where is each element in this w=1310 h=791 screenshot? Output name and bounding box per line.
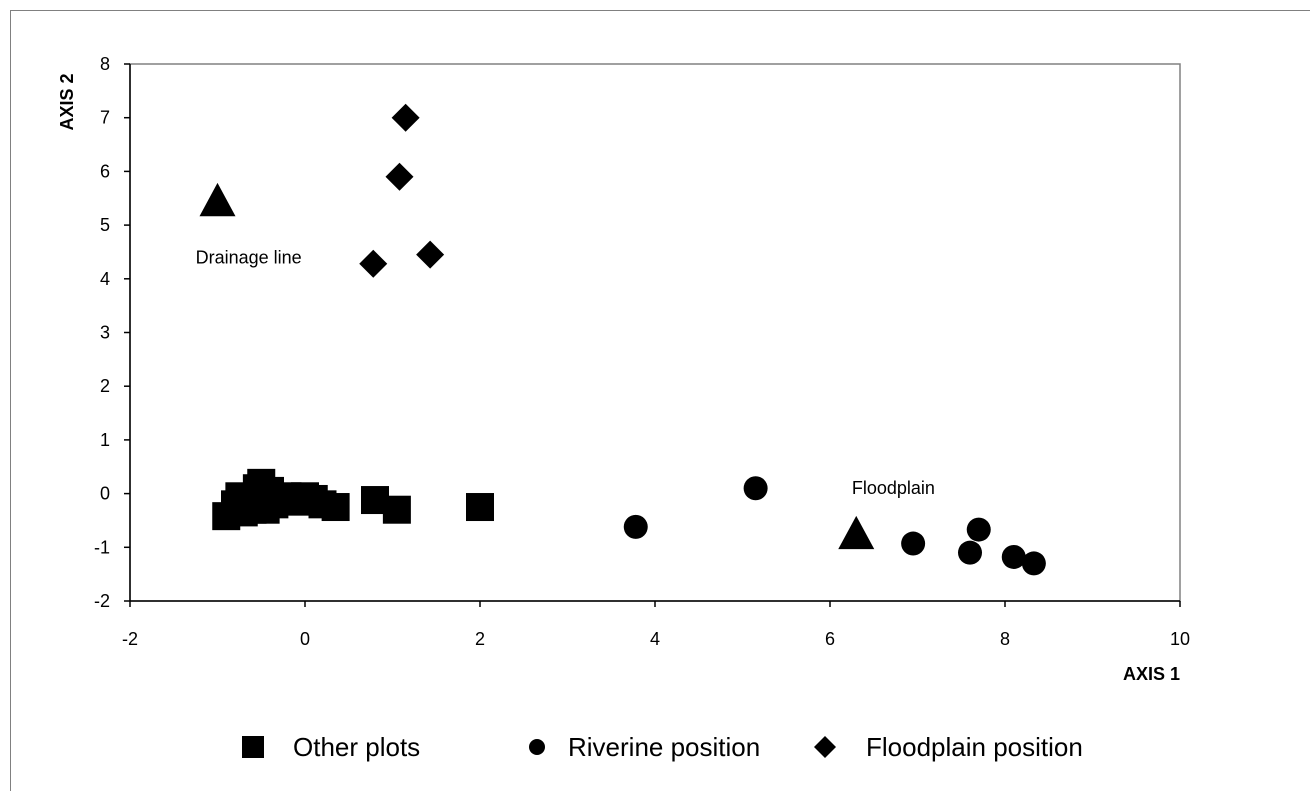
y-tick-label: 5 (100, 215, 110, 235)
x-tick-label: 4 (650, 629, 660, 649)
legend-label: Riverine position (568, 732, 760, 762)
legend-circle-marker (529, 739, 545, 755)
y-axis-title: AXIS 2 (57, 73, 77, 130)
y-tick-label: 2 (100, 376, 110, 396)
x-tick-label: 2 (475, 629, 485, 649)
annotation-label: Floodplain (852, 478, 935, 498)
circle-data-point (1021, 551, 1046, 576)
x-tick-label: 8 (1000, 629, 1010, 649)
square-data-point (466, 493, 494, 522)
legend-item: Riverine position (529, 732, 760, 762)
plot-border (129, 63, 1181, 602)
y-tick-label: -2 (94, 591, 110, 611)
square-data-point (382, 495, 411, 524)
x-axis-title: AXIS 1 (1123, 664, 1180, 684)
circle-data-point (958, 540, 982, 565)
diamond-data-point (416, 240, 445, 269)
x-tick-label: 10 (1170, 629, 1190, 649)
chart-annotations: Drainage line Floodplain (196, 247, 935, 498)
x-tick-label: 6 (825, 629, 835, 649)
legend-item: Floodplain position (814, 732, 1083, 762)
y-tick-label: 0 (100, 484, 110, 504)
y-tick-label: 6 (100, 161, 110, 181)
data-markers (199, 103, 1046, 576)
circle-data-point (966, 517, 991, 542)
y-tick-label: 1 (100, 430, 110, 450)
triangle-data-point (199, 182, 236, 217)
triangle-data-point (838, 515, 875, 550)
y-axis-ticks: -2 -1 0 1 2 3 4 5 6 7 8 (94, 54, 130, 611)
x-tick-label: -2 (122, 629, 138, 649)
legend: Other plots Riverine position Floodplain p… (242, 732, 1083, 762)
y-tick-label: 7 (100, 108, 110, 128)
legend-label: Floodplain position (866, 732, 1083, 762)
diamond-data-point (385, 162, 414, 191)
circle-data-point (1001, 544, 1026, 569)
y-tick-label: -1 (94, 537, 110, 557)
circle-data-point (901, 531, 926, 556)
x-tick-label: 0 (300, 629, 310, 649)
circle-data-point (743, 476, 768, 501)
legend-square-marker (242, 736, 264, 758)
y-tick-label: 8 (100, 54, 110, 74)
legend-label: Other plots (293, 732, 420, 762)
y-tick-label: 4 (100, 269, 110, 289)
annotation-label: Drainage line (196, 247, 302, 267)
legend-diamond-marker (814, 736, 836, 758)
y-tick-label: 3 (100, 323, 110, 343)
legend-item: Other plots (242, 732, 420, 762)
square-data-point (321, 493, 350, 522)
circle-data-point (623, 514, 648, 539)
x-axis-ticks: -2 0 2 4 6 8 10 (122, 601, 1190, 649)
plot-area (129, 63, 1181, 602)
chart-frame (10, 10, 1310, 791)
diamond-data-point (391, 103, 420, 132)
diamond-data-point (359, 249, 388, 278)
